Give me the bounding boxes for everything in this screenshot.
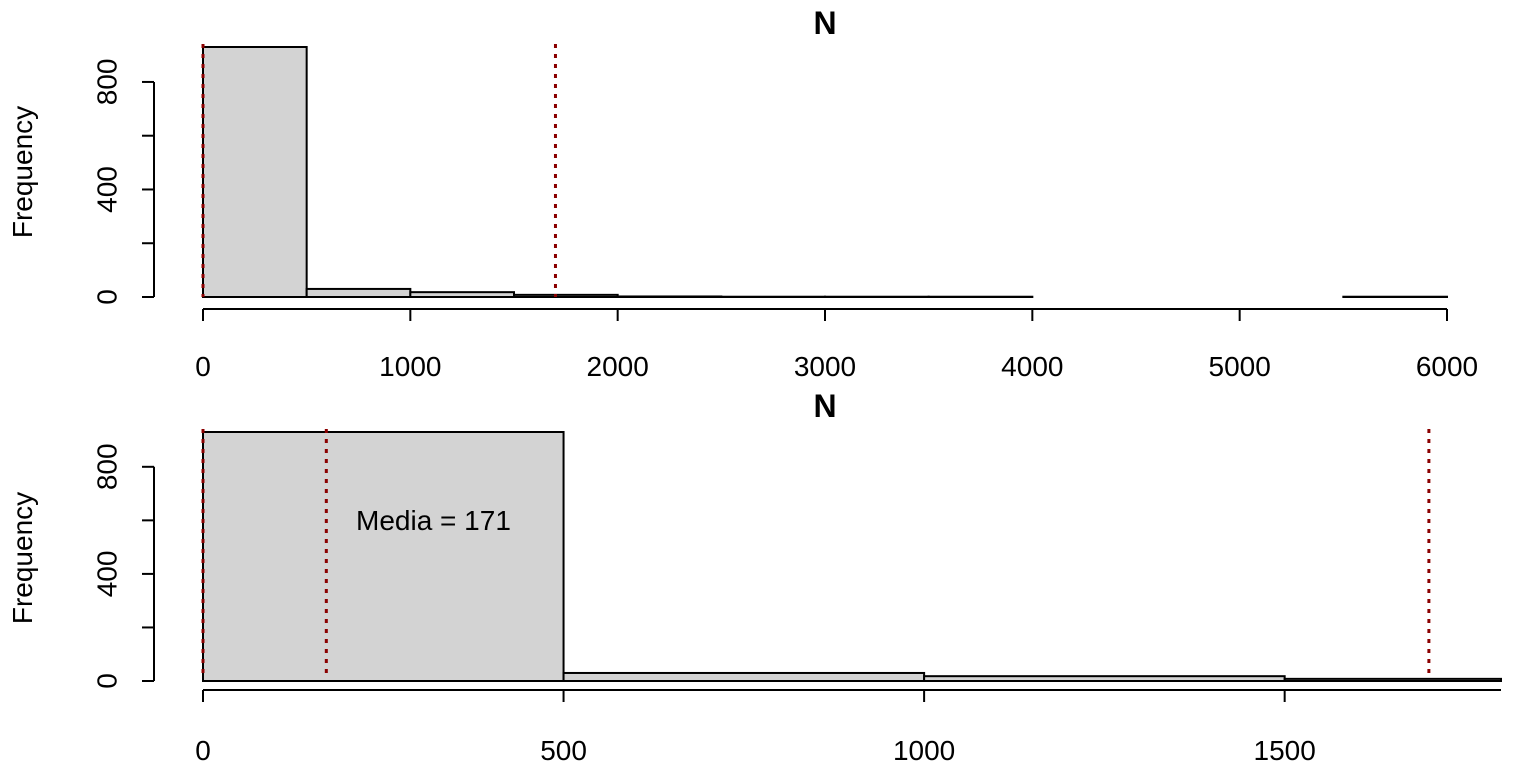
histogram-panel-bottom: N Frequency 0 500 1000 1500 0 400 800 Media =…: [7, 388, 1502, 766]
y-tick-label: 0: [91, 289, 122, 305]
histogram-bar: [409, 291, 516, 298]
x-tick-label: 2000: [587, 351, 649, 382]
histogram-bar: [202, 46, 308, 298]
y-axis: 0 400 800: [91, 59, 155, 305]
x-axis: 0 1000 2000 3000 4000 5000 6000: [195, 308, 1478, 382]
x-tick-label: 1500: [1254, 735, 1316, 766]
reference-lines: [201, 429, 1431, 678]
x-tick-label: 5000: [1209, 351, 1271, 382]
x-tick-label: 0: [195, 735, 211, 766]
y-tick-label: 400: [91, 551, 122, 598]
x-tick-label: 6000: [1416, 351, 1478, 382]
histogram-bar: [305, 287, 412, 299]
reference-lines: [201, 44, 557, 297]
y-axis-label: Frequency: [7, 106, 38, 238]
histogram-bar: [1283, 677, 1502, 683]
chart-title: N: [813, 388, 836, 424]
y-tick-label: 0: [91, 673, 122, 689]
histogram-panel-top: N Frequency 0 1000 2000 3000 4000 5000 6000 0 4…: [7, 5, 1478, 382]
y-axis-label: Frequency: [7, 492, 38, 624]
histogram-bar: [562, 671, 926, 682]
x-tick-label: 4000: [1001, 351, 1063, 382]
x-tick-label: 1000: [893, 735, 955, 766]
x-tick-label: 500: [540, 735, 587, 766]
y-axis: 0 400 800: [91, 443, 155, 689]
bars: [202, 46, 1449, 299]
x-axis: 0 500 1000 1500: [195, 689, 1501, 766]
chart-title: N: [813, 5, 836, 41]
histogram-bar: [513, 293, 619, 298]
histogram-bar: [202, 431, 565, 682]
y-tick-label: 800: [91, 59, 122, 106]
x-tick-label: 0: [195, 351, 211, 382]
x-tick-label: 3000: [794, 351, 856, 382]
histogram-bar: [923, 675, 1286, 683]
x-tick-label: 1000: [379, 351, 441, 382]
bars: [202, 431, 1502, 683]
y-tick-label: 400: [91, 166, 122, 213]
histogram-bar: [616, 295, 723, 299]
y-tick-label: 800: [91, 443, 122, 490]
median-annotation: Media = 171: [356, 505, 511, 536]
